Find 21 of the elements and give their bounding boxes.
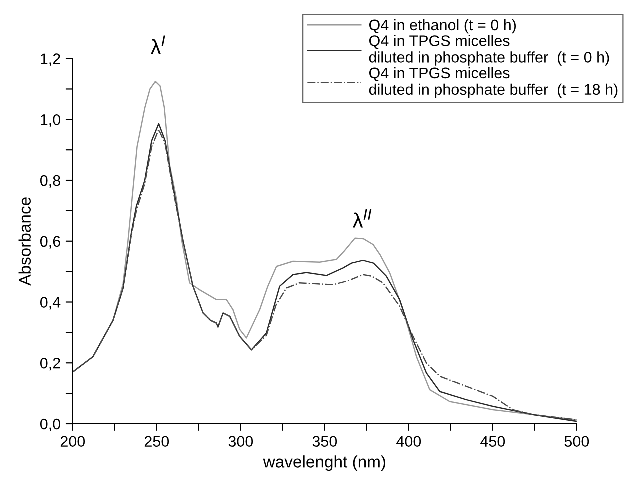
y-tick-label: 1,2 [41,54,60,66]
x-tick-label: 250 [144,436,170,448]
y-tick-label: 0,0 [40,418,61,432]
x-tick-label: 200 [60,436,86,448]
y-tick-label: 0,2 [40,358,60,371]
x-axis-title: wavelenght (nm) [263,456,386,472]
y-tick-label: 0,6 [40,236,60,249]
legend-label: Q4 in ethanol (t = 0 h) [369,19,516,34]
annotation: λ$^{II}$ [352,209,372,228]
text: λ$^{I}$ [150,36,166,54]
legend-label: Q4 in TPGS micelles diluted in phosphate buffer (t = 18 h) [369,67,618,98]
x-tick-label: 450 [480,436,506,448]
y-tick-label: 0,4 [40,297,61,310]
legend-label: Q4 in TPGS micelles diluted in phosphate buffer (t = 0 h) [369,35,610,66]
x-tick-label: 500 [564,436,590,448]
y-axis-title: Absorbance [18,198,32,286]
x-tick-label: 350 [312,436,338,448]
x-tick-label: 300 [228,436,254,448]
x-tick-label: 400 [396,436,422,448]
y-tick-label: 1,0 [41,114,61,128]
y-tick-label: 0,8 [40,175,60,188]
